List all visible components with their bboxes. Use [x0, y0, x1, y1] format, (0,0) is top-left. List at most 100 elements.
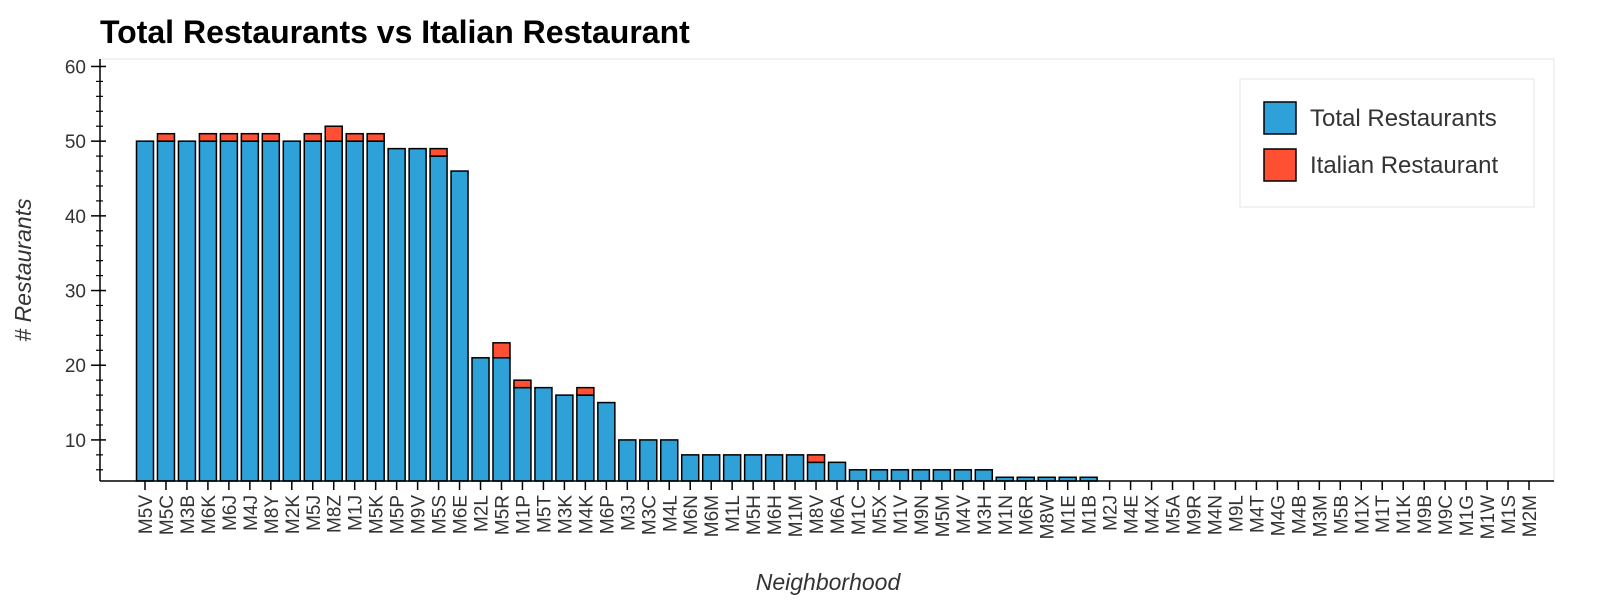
x-tick-label-m4k: M4K [576, 495, 597, 534]
x-tick-label-m5r: M5R [492, 495, 513, 535]
bar-total-m3j [618, 439, 637, 482]
y-tick-label-30: 30 [65, 282, 86, 303]
x-tick-label-m5c: M5C [157, 495, 178, 535]
x-tick-label-m1l: M1L [723, 495, 744, 532]
axes-layer: M5V M5C M3B M6K M6J M4J M8Y M2K M5J M8Z M1J M5K M5P M… [65, 57, 1554, 539]
x-tick-label-m9r: M9R [1185, 495, 1206, 535]
legend-box [1239, 78, 1535, 208]
x-tick-label-m5m: M5M [933, 495, 954, 537]
bar-total-m1m [785, 454, 805, 482]
x-tick-label-m1g: M1G [1457, 495, 1478, 536]
bar-total-m6j [219, 140, 239, 482]
x-tick-label-m2l: M2L [472, 495, 493, 532]
x-tick-label-m4t: M4T [1247, 495, 1268, 533]
x-tick-label-m1e: M1E [1059, 495, 1080, 534]
bar-total-m5v [135, 140, 155, 482]
x-tick-label-m6m: M6M [702, 495, 723, 537]
bar-italian-m8y [261, 132, 281, 142]
x-tick-label-m2m: M2M [1520, 495, 1541, 537]
x-tick-label-m1t: M1T [1373, 495, 1394, 533]
bar-italian-m5c [156, 132, 176, 142]
x-tick-label-m1b: M1B [1080, 495, 1101, 534]
x-tick-label-m1x: M1X [1352, 495, 1373, 534]
x-tick-label-m5v: M5V [136, 495, 157, 534]
bar-italian-m6j [219, 132, 239, 142]
x-tick-label-m3h: M3H [975, 495, 996, 535]
y-tick-label-20: 20 [65, 356, 86, 377]
x-tick-label-m8z: M8Z [325, 495, 346, 533]
bar-total-m3b [177, 140, 197, 482]
x-tick-label-m6k: M6K [199, 495, 220, 534]
x-tick-label-m5p: M5P [388, 495, 409, 534]
x-tick-label-m3m: M3M [1310, 495, 1331, 537]
bar-total-m9v [408, 147, 427, 482]
x-tick-label-m1k: M1K [1394, 495, 1415, 534]
x-tick-label-m9b: M9B [1415, 495, 1436, 534]
bar-total-m6k [198, 140, 218, 482]
x-tick-label-m2k: M2K [283, 495, 304, 534]
bar-total-m5t [534, 386, 553, 482]
x-tick-label-m4j: M4J [241, 495, 262, 531]
bar-italian-m4k [576, 386, 595, 396]
bar-total-m9n [911, 469, 931, 482]
x-tick-label-m4e: M4E [1122, 495, 1143, 534]
bar-total-m5c [156, 140, 176, 482]
y-tick-label-60: 60 [65, 57, 86, 78]
bar-total-m1l [722, 454, 742, 482]
bar-italian-m1j [345, 132, 364, 142]
x-tick-label-m6r: M6R [1017, 495, 1038, 535]
bar-total-m5h [743, 454, 763, 482]
bar-total-m6m [701, 454, 721, 482]
bar-total-m1j [345, 140, 364, 482]
legend: Total Restaurants Italian Restaurant [1239, 78, 1535, 208]
x-tick-label-m9v: M9V [409, 495, 430, 534]
y-axis-title: # Restaurants [10, 198, 36, 342]
bar-total-m5r [492, 357, 511, 482]
bar-total-m5j [303, 140, 323, 482]
bar-total-m8z [324, 140, 343, 482]
bar-total-m2l [471, 357, 490, 482]
x-tick-label-m3c: M3C [639, 495, 660, 535]
x-tick-label-m3b: M3B [178, 495, 199, 534]
bar-italian-m1p [513, 379, 532, 389]
y-tick-label-10: 10 [65, 431, 86, 452]
x-tick-label-m4x: M4X [1143, 495, 1164, 534]
x-tick-label-m6n: M6N [681, 495, 702, 535]
bar-total-m4l [660, 439, 679, 482]
bar-total-m5m [932, 469, 952, 482]
x-tick-label-m9c: M9C [1436, 495, 1457, 535]
bar-total-m1p [513, 386, 532, 482]
x-tick-label-m5h: M5H [744, 495, 765, 535]
x-axis-title: Neighborhood [756, 569, 902, 595]
x-tick-label-m8y: M8Y [262, 495, 283, 534]
x-tick-label-m6j: M6J [220, 495, 241, 531]
bar-total-m6a [827, 461, 847, 482]
bar-total-m6h [764, 454, 784, 482]
x-tick-label-m5t: M5T [534, 495, 555, 533]
x-tick-label-m6a: M6A [828, 495, 849, 534]
x-tick-label-m6p: M6P [597, 495, 618, 534]
bar-total-m8v [806, 461, 826, 482]
y-tick-label-50: 50 [65, 132, 86, 153]
x-tick-label-m1s: M1S [1499, 495, 1520, 534]
x-tick-label-m4l: M4L [660, 495, 681, 532]
x-tick-label-m3k: M3K [555, 495, 576, 534]
bar-total-m5x [869, 469, 889, 482]
bar-total-m5s [429, 155, 448, 482]
bar-total-m8y [261, 140, 281, 482]
bar-italian-m6k [198, 132, 218, 142]
bar-total-m5k [366, 140, 385, 482]
x-tick-label-m5a: M5A [1164, 495, 1185, 534]
x-tick-label-m4g: M4G [1268, 495, 1289, 536]
x-tick-label-m4b: M4B [1289, 495, 1310, 534]
legend-label-italian-restaurant: Italian Restaurant [1310, 152, 1498, 179]
x-tick-label-m6e: M6E [451, 495, 472, 534]
x-tick-label-m6h: M6H [765, 495, 786, 535]
x-tick-label-m4n: M4N [1205, 495, 1226, 535]
x-tick-label-m1m: M1M [786, 495, 807, 537]
x-tick-label-m1v: M1V [891, 495, 912, 534]
x-tick-label-m4v: M4V [954, 495, 975, 534]
bar-italian-m5s [429, 147, 448, 157]
x-tick-label-m1n: M1N [996, 495, 1017, 535]
